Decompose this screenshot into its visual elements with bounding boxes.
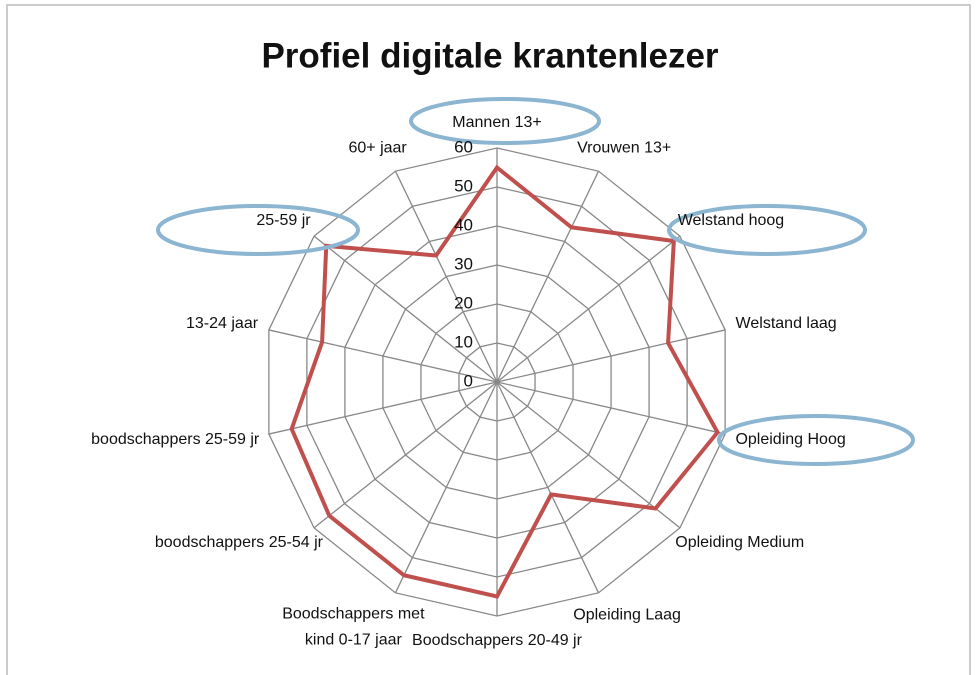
category-label: boodschappers 25-54 jr: [154, 534, 323, 552]
category-label: 25-59 jr: [256, 211, 311, 229]
spoke: [394, 170, 498, 383]
highlight-ellipse: [156, 204, 360, 256]
spoke: [496, 381, 600, 594]
category-label: Welstand laag: [735, 315, 837, 333]
highlight-ellipse: [409, 97, 601, 145]
spoke: [268, 381, 498, 435]
category-label: 60+ jaar: [348, 139, 407, 157]
spoke: [496, 381, 681, 529]
category-label: 13-24 jaar: [186, 315, 259, 333]
category-label: Boodschappers met kind 0-17 jaar: [282, 605, 425, 649]
category-label: Opleiding Laag: [573, 606, 681, 624]
chart-border: [6, 4, 971, 675]
spoke: [394, 381, 498, 594]
category-label: Opleiding Medium: [675, 534, 805, 552]
y-tick-label: 40: [454, 215, 473, 234]
y-tick-label: 30: [454, 254, 473, 273]
y-tick-label: 60: [454, 137, 473, 156]
category-label: boodschappers 25-59 jr: [91, 430, 260, 448]
y-tick-label: 50: [454, 176, 473, 195]
marks: [289, 164, 720, 599]
category-label: Opleiding Hoog: [735, 430, 846, 448]
category-label: Mannen 13+: [452, 114, 542, 131]
highlight-ellipse: [667, 204, 867, 256]
category-label: Vrouwen 13+: [577, 139, 672, 157]
series-line: [289, 164, 720, 599]
spoke: [313, 381, 498, 529]
spoke: [496, 235, 681, 383]
category-label: Welstand hoog: [677, 211, 785, 229]
chart-title: Profiel digitale krantenlezer: [261, 36, 718, 75]
highlight-ellipse: [717, 414, 915, 466]
y-tick-label: 0: [464, 371, 473, 390]
y-tick-label: 10: [454, 332, 473, 351]
spoke: [313, 235, 498, 383]
spoke: [496, 329, 726, 383]
y-tick-label: 20: [454, 293, 473, 312]
spoke: [268, 329, 498, 383]
spoke: [496, 381, 726, 435]
grid: [268, 147, 726, 617]
highlights: [156, 97, 915, 466]
category-label: Boodschappers 20-49 jr: [412, 632, 582, 649]
spoke: [496, 170, 600, 383]
